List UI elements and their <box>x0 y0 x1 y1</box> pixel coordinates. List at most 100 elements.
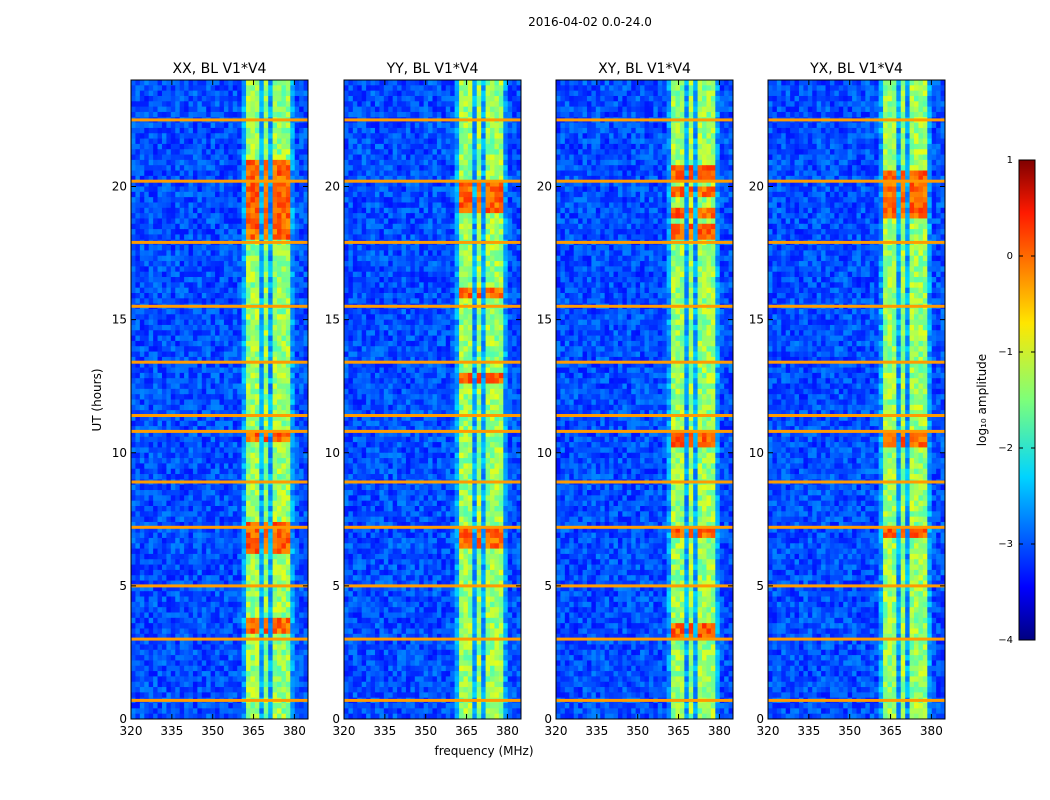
heatmap-cell <box>223 580 229 587</box>
heatmap-cell <box>232 175 238 182</box>
heatmap-cell <box>144 687 150 693</box>
heatmap-cell <box>299 452 305 459</box>
heatmap-cell <box>250 665 256 672</box>
heatmap-cell <box>294 655 300 661</box>
heatmap-cell <box>179 308 185 315</box>
heatmap-cell <box>272 388 278 395</box>
heatmap-cell <box>246 548 251 555</box>
heatmap-cell <box>192 95 198 102</box>
heatmap-cell <box>232 362 238 369</box>
heatmap-cell <box>153 213 159 219</box>
heatmap-cell <box>237 548 243 555</box>
heatmap-cell <box>188 111 194 118</box>
heatmap-cell <box>299 80 305 86</box>
heatmap-cell <box>277 463 282 470</box>
heatmap-cell <box>299 335 305 342</box>
heatmap-cell <box>299 245 305 251</box>
heatmap-cell <box>254 644 260 651</box>
heatmap-cell <box>441 85 447 92</box>
heatmap-cell <box>197 170 203 177</box>
heatmap-cell <box>294 138 300 145</box>
heatmap-cell <box>223 372 229 379</box>
heatmap-cell <box>184 346 190 353</box>
heatmap-cell <box>246 532 251 539</box>
heatmap-cell <box>135 314 141 321</box>
heatmap-cell <box>299 191 305 198</box>
heatmap-cell <box>285 399 291 406</box>
heatmap-cell <box>303 543 309 550</box>
heatmap-cell <box>254 170 260 177</box>
heatmap-cell <box>241 95 247 102</box>
heatmap-cell <box>179 527 185 534</box>
heatmap-cell <box>223 293 229 299</box>
heatmap-cell <box>237 154 243 161</box>
heatmap-cell <box>303 639 309 645</box>
heatmap-cell <box>285 655 291 661</box>
heatmap-cell <box>246 175 251 182</box>
heatmap-cell <box>223 617 229 624</box>
heatmap-cell <box>184 628 190 635</box>
heatmap-cell <box>201 367 207 374</box>
heatmap-cell <box>135 330 141 337</box>
heatmap-cell <box>254 628 260 635</box>
heatmap-cell <box>241 463 247 470</box>
heatmap-cell <box>201 564 207 571</box>
heatmap-cell <box>210 569 216 576</box>
heatmap-cell <box>201 213 207 219</box>
heatmap-cell <box>290 703 296 709</box>
heatmap-cell <box>148 271 154 278</box>
heatmap-cell <box>210 665 216 672</box>
heatmap-cell <box>277 80 282 86</box>
heatmap-cell <box>157 410 163 416</box>
heatmap-cell <box>232 708 238 715</box>
heatmap-cell <box>135 521 141 528</box>
heatmap-cell <box>241 442 247 448</box>
heatmap-cell <box>299 687 305 693</box>
heatmap-cell <box>263 181 269 188</box>
heatmap-cell <box>148 569 154 576</box>
heatmap-cell <box>153 229 159 235</box>
heatmap-cell <box>285 271 291 278</box>
heatmap-cell <box>192 191 198 198</box>
heatmap-cell <box>241 372 247 379</box>
heatmap-cell <box>445 85 451 92</box>
heatmap-cell <box>148 596 154 603</box>
heatmap-cell <box>148 452 154 459</box>
heatmap-cell <box>281 399 287 406</box>
heatmap-cell <box>223 458 229 464</box>
heatmap-cell <box>135 500 141 507</box>
heatmap-cell <box>144 468 150 475</box>
heatmap-cell <box>179 713 185 720</box>
heatmap-cell <box>285 671 291 677</box>
heatmap-cell <box>148 85 154 92</box>
heatmap-cell <box>179 293 185 299</box>
heatmap-cell <box>281 335 287 342</box>
heatmap-cell <box>184 383 190 390</box>
heatmap-cell <box>210 218 216 225</box>
heatmap-cell <box>285 436 291 443</box>
heatmap-cell <box>206 490 212 496</box>
heatmap-cell <box>131 127 136 134</box>
heatmap-cell <box>228 601 234 608</box>
heatmap-cell <box>206 245 212 251</box>
heatmap-cell <box>299 383 305 390</box>
heatmap-cell <box>215 324 220 331</box>
heatmap-cell <box>219 207 225 214</box>
heatmap-cell <box>192 250 198 257</box>
heatmap-cell <box>246 245 251 251</box>
heatmap-cell <box>161 218 167 225</box>
heatmap-cell <box>241 127 247 134</box>
heatmap-cell <box>175 133 181 140</box>
heatmap-cell <box>153 175 159 182</box>
heatmap-cell <box>201 111 207 118</box>
heatmap-cell <box>201 591 207 598</box>
heatmap-cell <box>299 527 305 534</box>
heatmap-cell <box>228 591 234 598</box>
heatmap-cell <box>188 282 194 289</box>
heatmap-cell <box>197 596 203 603</box>
heatmap-cell <box>170 628 176 635</box>
heatmap-cell <box>175 293 181 299</box>
heatmap-cell <box>254 596 260 603</box>
heatmap-cell <box>259 442 265 448</box>
heatmap-cell <box>170 133 176 140</box>
